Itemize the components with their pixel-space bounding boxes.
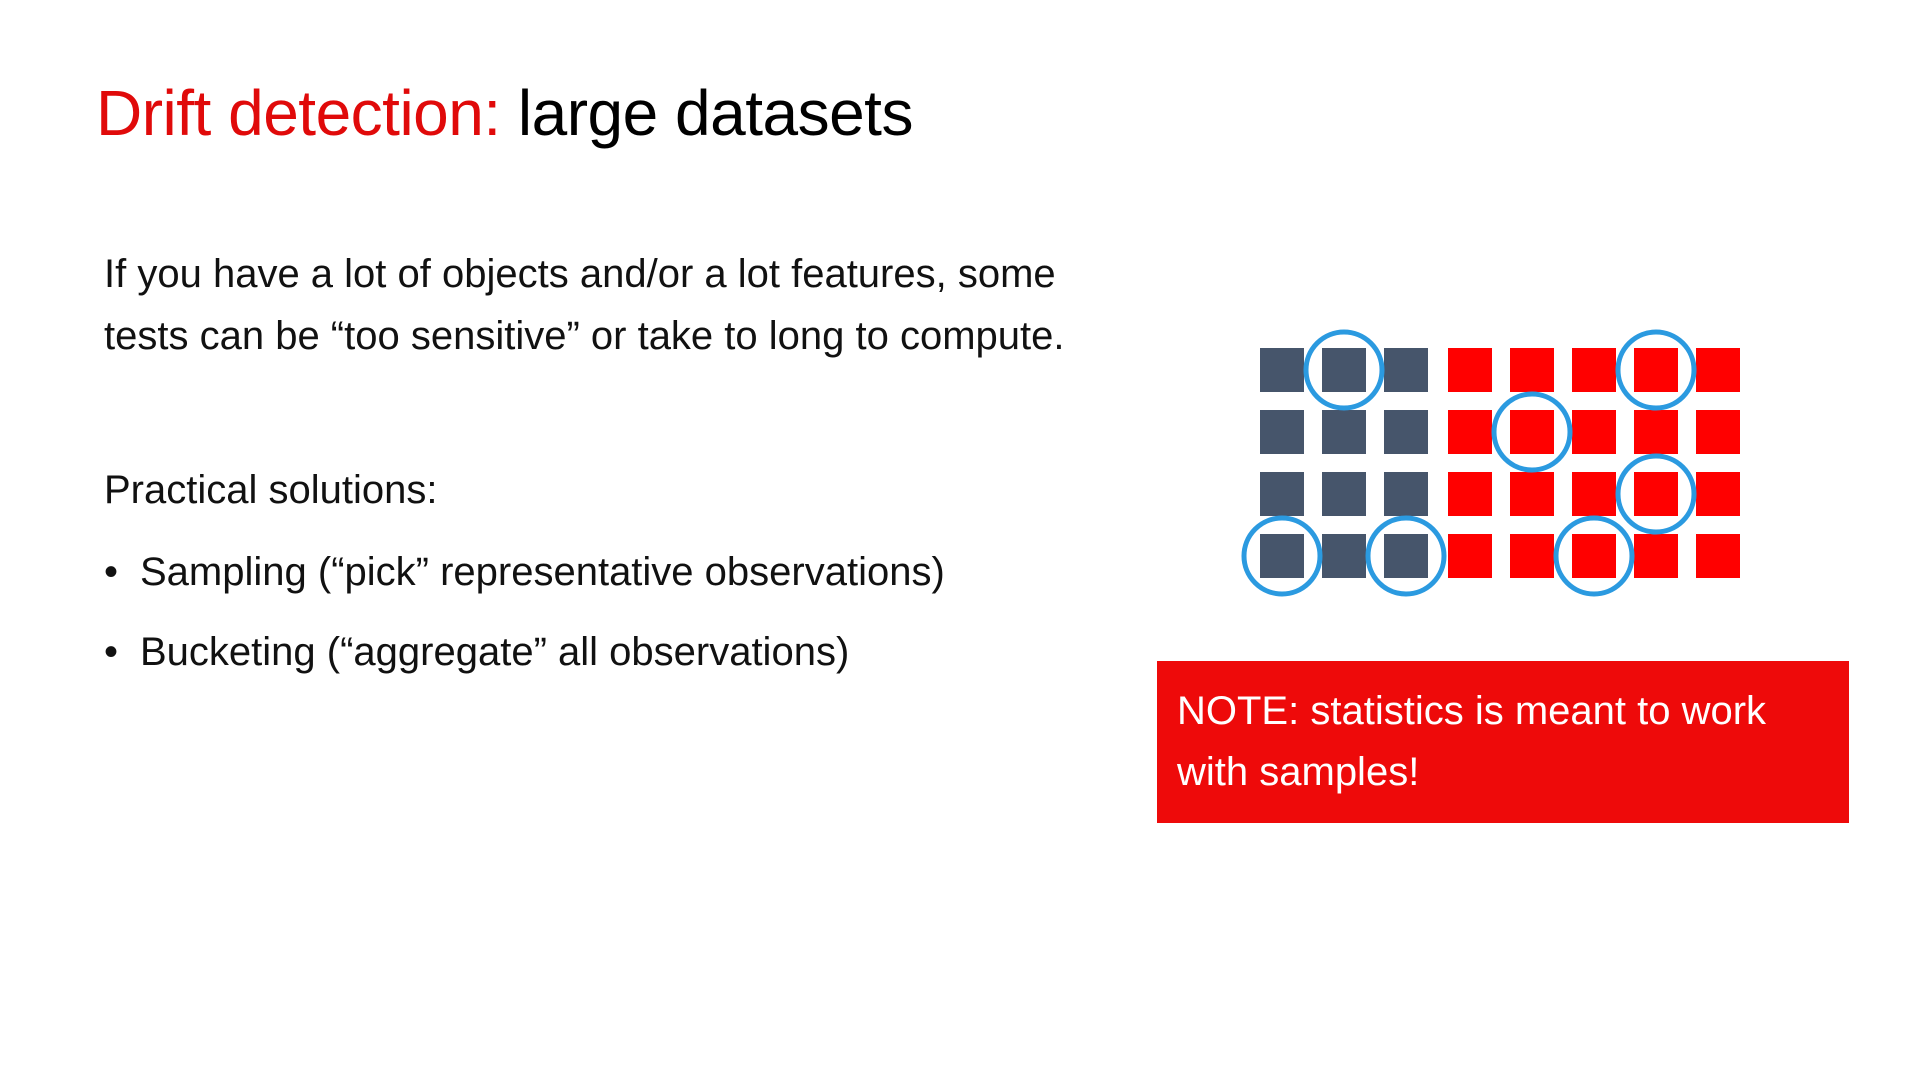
reference-observation-square <box>1260 534 1304 578</box>
reference-observation-square <box>1322 534 1366 578</box>
current-observation-square <box>1634 534 1678 578</box>
sample-circle <box>1303 329 1385 411</box>
current-observation-square <box>1696 348 1740 392</box>
reference-observation-square <box>1384 472 1428 516</box>
note-box: NOTE: statistics is meant to work with s… <box>1157 661 1849 823</box>
current-observation-square <box>1510 348 1554 392</box>
sample-circle <box>1553 515 1635 597</box>
sampling-grid-svg <box>1241 329 1740 597</box>
current-observation-square <box>1448 348 1492 392</box>
reference-observation-square <box>1322 348 1366 392</box>
current-observation-square <box>1510 534 1554 578</box>
current-observation-square <box>1448 472 1492 516</box>
reference-observation-square <box>1384 410 1428 454</box>
current-observation-square <box>1696 472 1740 516</box>
reference-observation-square <box>1260 472 1304 516</box>
solution-item-sampling: • Sampling (“pick” representative observ… <box>104 546 945 598</box>
current-observation-square <box>1572 472 1616 516</box>
bullet-icon: • <box>104 550 119 594</box>
current-observation-square <box>1634 472 1678 516</box>
solution-label-sampling: Sampling (“pick” representative observat… <box>140 550 945 594</box>
reference-observation-square <box>1322 472 1366 516</box>
note-line-2: with samples! <box>1177 750 1420 794</box>
current-observation-square <box>1634 348 1678 392</box>
bullet-icon: • <box>104 630 119 674</box>
note-text: NOTE: statistics is meant to work with s… <box>1177 681 1829 803</box>
sample-circle <box>1365 515 1447 597</box>
sample-circle <box>1491 391 1573 473</box>
current-observation-square <box>1510 472 1554 516</box>
solutions-list: • Sampling (“pick” representative observ… <box>104 546 945 706</box>
intro-paragraph: If you have a lot of objects and/or a lo… <box>104 243 1184 367</box>
current-observation-square <box>1696 410 1740 454</box>
intro-line-1: If you have a lot of objects and/or a lo… <box>104 252 1056 296</box>
current-observation-square <box>1448 410 1492 454</box>
solution-label-bucketing: Bucketing (“aggregate” all observations) <box>140 630 850 674</box>
reference-observation-square <box>1260 410 1304 454</box>
slide-title-rest: large datasets <box>517 77 914 149</box>
current-observation-square <box>1634 410 1678 454</box>
current-observation-square <box>1572 410 1616 454</box>
slide-title: Drift detection: large datasets <box>96 78 913 148</box>
reference-observation-square <box>1384 348 1428 392</box>
slide-title-accent: Drift detection: <box>96 77 501 149</box>
solution-item-bucketing: • Bucketing (“aggregate” all observation… <box>104 626 945 678</box>
sampling-grid-figure <box>1230 318 1770 608</box>
reference-observation-square <box>1322 410 1366 454</box>
sample-circle <box>1241 515 1323 597</box>
sample-circle <box>1615 453 1697 535</box>
current-observation-square <box>1572 534 1616 578</box>
note-line-1: NOTE: statistics is meant to work <box>1177 689 1767 733</box>
current-observation-square <box>1572 348 1616 392</box>
sample-circle <box>1615 329 1697 411</box>
current-observation-square <box>1510 410 1554 454</box>
reference-observation-square <box>1260 348 1304 392</box>
current-observation-square <box>1696 534 1740 578</box>
intro-line-2: tests can be “too sensitive” or take to … <box>104 314 1065 358</box>
current-observation-square <box>1448 534 1492 578</box>
solutions-heading: Practical solutions: <box>104 468 438 512</box>
reference-observation-square <box>1384 534 1428 578</box>
